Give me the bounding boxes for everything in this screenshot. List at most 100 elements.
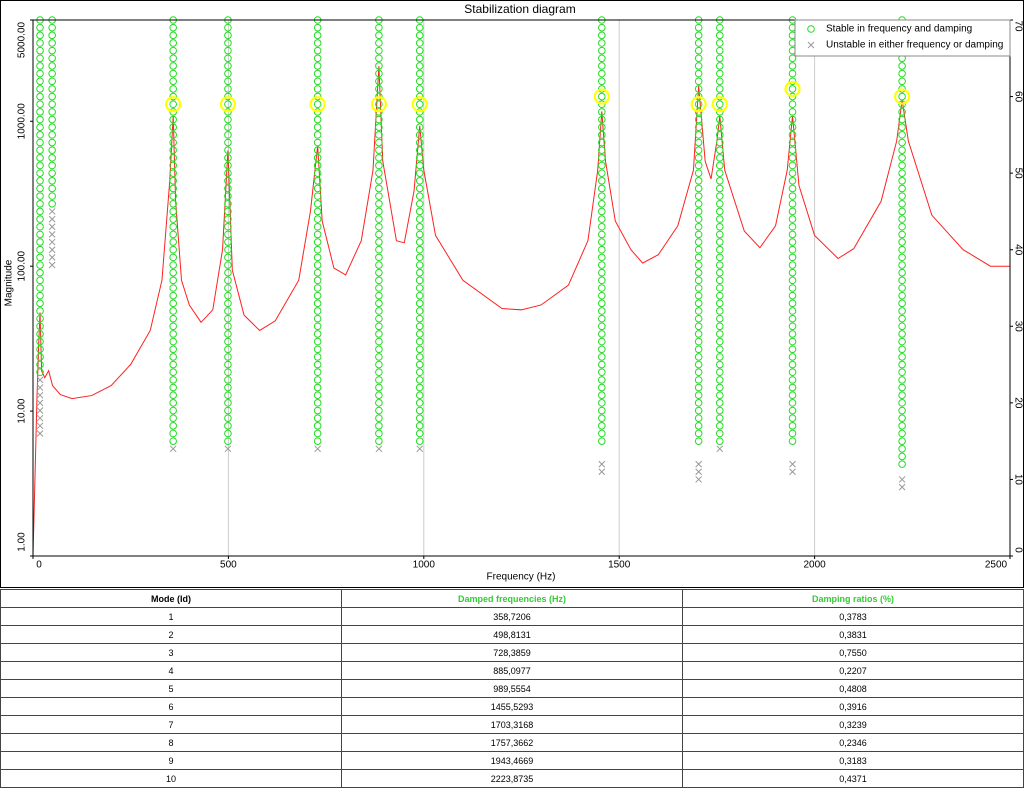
stable-pole	[375, 345, 383, 354]
stable-pole	[788, 62, 797, 70]
stable-pole	[598, 138, 606, 147]
stable-pole	[36, 138, 44, 147]
stable-pole	[375, 299, 383, 308]
stable-pole	[598, 314, 606, 323]
selected-pole	[309, 96, 326, 113]
stable-pole	[415, 376, 424, 384]
modes-table: Mode (Id) Damped frequencies (Hz) Dampin…	[0, 589, 1024, 788]
stable-pole	[898, 161, 906, 170]
stable-pole	[375, 69, 383, 78]
stable-pole	[313, 261, 322, 269]
stable-pole	[788, 429, 797, 438]
stable-pole	[694, 54, 703, 63]
stable-pole	[898, 123, 906, 131]
stable-pole	[898, 299, 906, 308]
stable-pole	[788, 85, 797, 93]
y2-tick-label: 20	[1012, 397, 1023, 409]
stable-pole	[48, 85, 56, 93]
stable-pole	[715, 131, 724, 139]
stable-pole	[898, 445, 906, 453]
stable-pole	[598, 184, 606, 193]
stable-pole	[224, 268, 232, 277]
stable-pole	[788, 207, 797, 216]
stable-pole	[313, 77, 322, 86]
stable-pole	[694, 46, 703, 55]
stable-pole	[224, 169, 232, 177]
stable-pole	[224, 291, 232, 300]
stable-pole	[36, 284, 44, 292]
stable-pole	[224, 422, 232, 430]
stable-pole	[48, 184, 56, 193]
stable-pole	[224, 399, 232, 407]
stable-pole	[36, 85, 44, 93]
stable-pole	[598, 330, 606, 338]
stable-pole	[898, 77, 906, 86]
stable-pole	[313, 177, 322, 185]
stable-pole	[598, 215, 606, 223]
stable-pole	[715, 291, 724, 300]
y2-tick-label: 60	[1012, 91, 1023, 103]
selected-pole	[784, 80, 801, 98]
stable-pole	[715, 322, 724, 331]
stable-pole	[375, 177, 383, 185]
stable-pole	[313, 115, 322, 124]
stable-pole	[375, 54, 383, 63]
stable-pole	[169, 31, 177, 40]
stable-pole	[375, 215, 383, 223]
stable-pole	[169, 77, 177, 86]
stable-pole	[375, 360, 383, 369]
stable-pole	[169, 345, 177, 354]
stable-pole	[598, 62, 606, 70]
stable-pole	[898, 399, 906, 407]
stable-pole	[169, 406, 177, 415]
stable-pole	[598, 207, 606, 216]
unstable-pole	[36, 422, 44, 430]
stable-pole	[313, 437, 322, 445]
stable-pole	[598, 391, 606, 400]
stable-pole	[224, 376, 232, 384]
stable-pole	[169, 360, 177, 369]
stable-pole	[415, 69, 424, 78]
stable-pole	[36, 215, 44, 223]
stable-pole	[224, 368, 232, 377]
stable-pole	[375, 123, 383, 131]
stable-pole	[375, 184, 383, 193]
stable-pole	[415, 192, 424, 200]
stable-pole	[36, 92, 44, 101]
stable-pole	[898, 238, 906, 246]
stable-pole	[715, 62, 724, 70]
stable-pole	[169, 391, 177, 400]
stable-pole	[48, 31, 56, 40]
unstable-pole	[598, 468, 606, 476]
stable-pole	[788, 376, 797, 384]
stable-pole	[169, 368, 177, 377]
stable-pole	[36, 207, 44, 216]
stable-pole	[313, 62, 322, 70]
stable-pole	[415, 77, 424, 86]
stable-pole	[169, 284, 177, 292]
stable-pole	[788, 414, 797, 422]
stable-pole	[715, 261, 724, 269]
stable-pole	[313, 406, 322, 415]
stable-pole	[598, 437, 606, 445]
stable-pole	[169, 399, 177, 407]
stable-pole	[313, 69, 322, 78]
stable-pole	[224, 314, 232, 323]
stable-pole	[715, 215, 724, 223]
stable-pole	[313, 322, 322, 331]
stable-pole	[224, 230, 232, 239]
stable-pole	[715, 406, 724, 415]
stable-pole	[224, 192, 232, 200]
unstable-pole	[695, 460, 703, 468]
stable-pole	[48, 192, 56, 200]
stable-pole	[36, 360, 44, 369]
stable-pole	[224, 245, 232, 254]
stable-pole	[694, 154, 703, 162]
stable-pole	[375, 207, 383, 216]
stable-pole	[694, 100, 703, 109]
stable-pole	[598, 161, 606, 170]
stable-pole	[313, 337, 322, 346]
stable-pole	[694, 215, 703, 223]
stable-pole	[375, 245, 383, 254]
stable-pole	[694, 85, 703, 93]
